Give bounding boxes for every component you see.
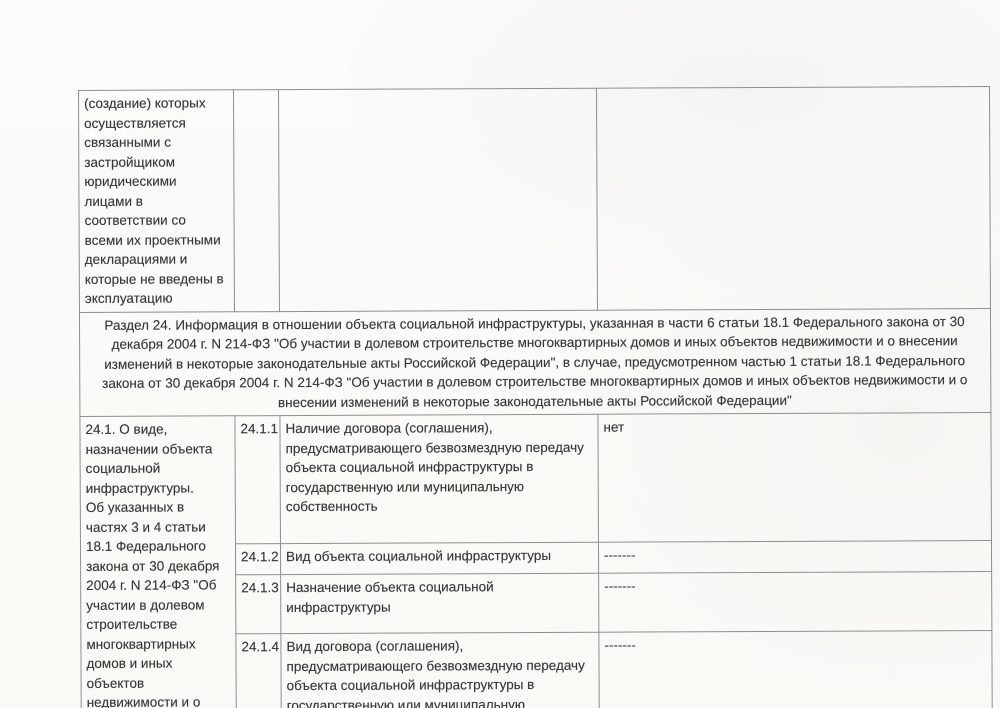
row-value-24-1-4: ------- [598,630,993,708]
continuation-empty-cell-number [233,89,280,312]
section-24-title: Раздел 24. Информация в отношении объект… [79,308,991,417]
item-24-1-label-part2: Об указанных в частях 3 и 4 статьи 18.1 … [85,499,220,708]
continuation-empty-cell-value [596,86,991,310]
row-number-24-1-1: 24.1.1 [234,415,281,544]
section-24-header-row: Раздел 24. Информация в отношении объект… [79,308,991,417]
row-value-24-1-2: ------- [598,540,992,574]
row-description-24-1-2: Вид объекта социальной инфраструктуры [280,542,599,575]
declaration-table-area: (создание) которых осуществляется связан… [78,86,993,708]
row-number-24-1-4: 24.1.4 [235,633,282,708]
row-value-24-1-3: ------- [598,571,992,633]
row-number-24-1-2: 24.1.2 [235,543,281,575]
continuation-row: (создание) которых осуществляется связан… [78,86,991,312]
item-24-1-label-cell: 24.1. О виде, назначении объекта социаль… [79,415,237,708]
item-24-1-label-part1: 24.1. О виде, назначении объекта социаль… [85,421,213,496]
row-description-24-1-3: Назначение объекта социальной инфраструк… [280,573,599,634]
row-value-24-1-1: нет [597,412,992,543]
continuation-text-cell: (создание) которых осуществляется связан… [78,89,235,312]
continuation-empty-cell-description [278,88,598,312]
row-number-24-1-3: 24.1.3 [235,574,281,635]
declaration-table: (создание) которых осуществляется связан… [78,86,993,708]
table-row-24-1-1: 24.1. О виде, назначении объекта социаль… [79,412,992,708]
row-description-24-1-1: Наличие договора (соглашения), предусмат… [279,414,599,544]
row-description-24-1-4: Вид договора (соглашения), предусматрива… [280,632,600,708]
